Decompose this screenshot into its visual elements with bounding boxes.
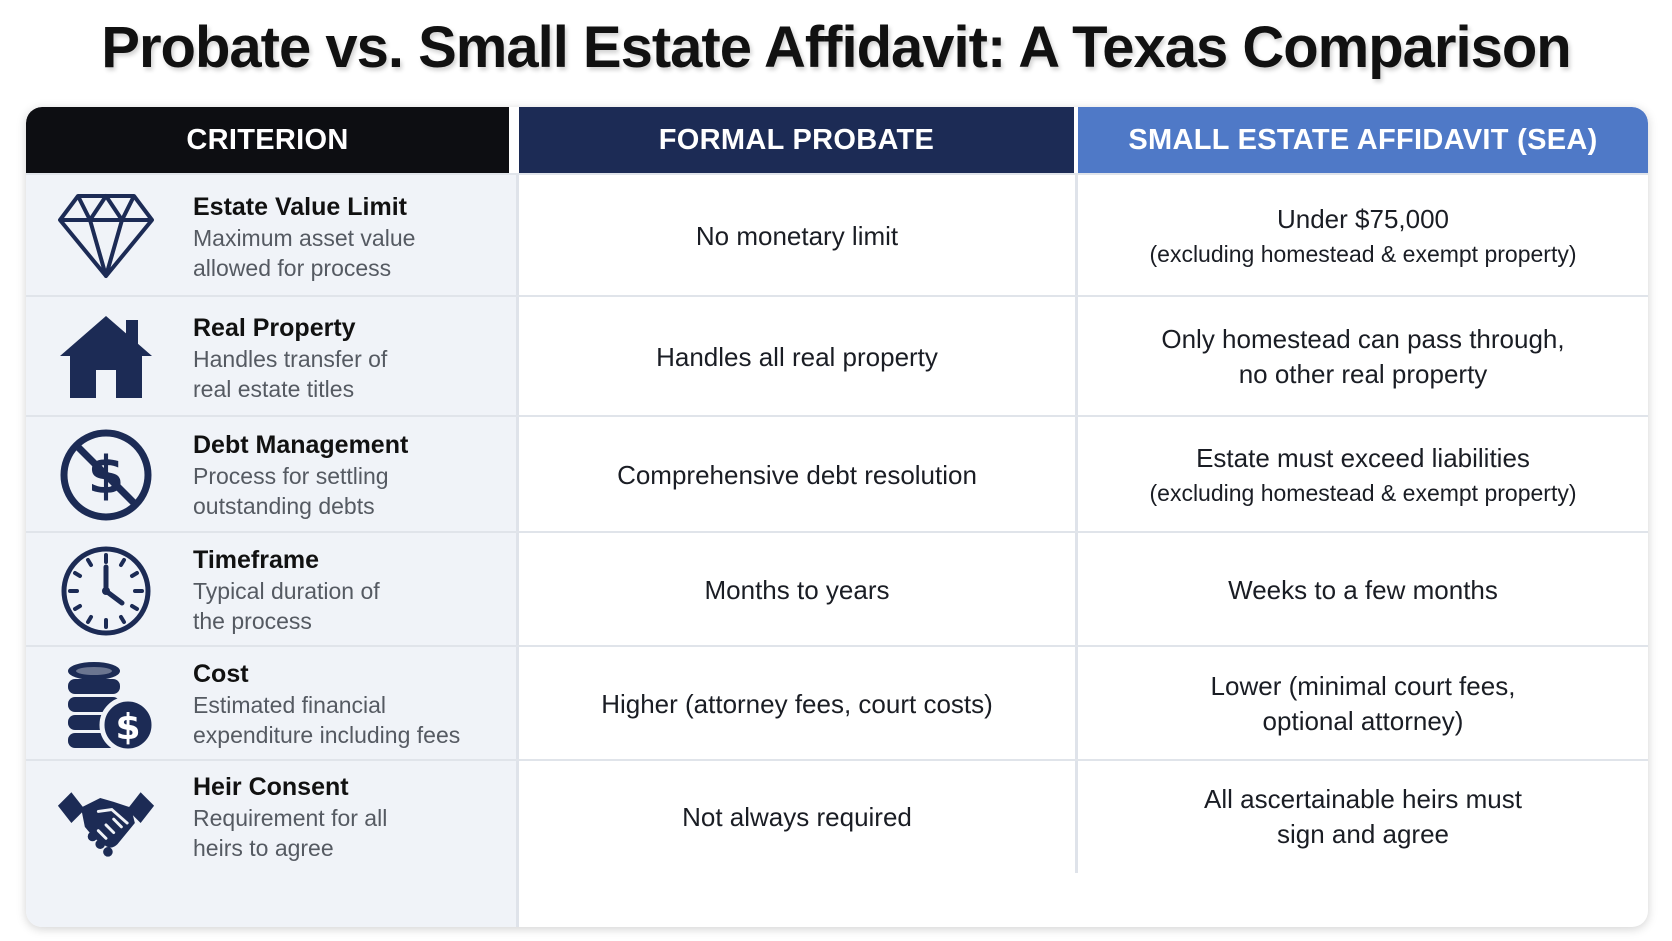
criterion-description: heirs to agree: [193, 835, 334, 861]
probate-cell: Not always required: [519, 761, 1078, 873]
sea-value: All ascertainable heirs must: [1204, 784, 1522, 814]
sea-cell: Only homestead can pass through, no othe…: [1078, 297, 1648, 417]
page-title: Probate vs. Small Estate Affidavit: A Te…: [101, 15, 1571, 80]
sea-cell: Weeks to a few months: [1078, 533, 1648, 647]
diamond-icon: [56, 186, 156, 286]
criterion-cell: Timeframe Typical duration of the proces…: [26, 533, 519, 647]
criterion-description: Estimated financial: [193, 692, 387, 718]
criterion-title: Cost: [193, 660, 249, 688]
criterion-description: Maximum asset value: [193, 225, 416, 251]
table-row-estate-value-limit: Estate Value Limit Maximum asset value a…: [26, 173, 1648, 297]
criterion-description: outstanding debts: [193, 493, 375, 519]
criterion-cell: Real Property Handles transfer of real e…: [26, 297, 519, 417]
table-row-real-property: Real Property Handles transfer of real e…: [26, 295, 1648, 417]
sea-value: sign and agree: [1276, 819, 1450, 849]
probate-cell: Comprehensive debt resolution: [519, 417, 1078, 533]
sea-value: Under $75,000: [1276, 203, 1450, 234]
probate-cell: No monetary limit: [519, 175, 1078, 297]
criterion-title: Estate Value Limit: [193, 193, 407, 221]
sea-value: Weeks to a few months: [1228, 574, 1498, 605]
table-row-timeframe: Timeframe Typical duration of the proces…: [26, 531, 1648, 647]
house-icon: [56, 307, 156, 407]
criterion-cell: Heir Consent Requirement for all heirs t…: [26, 761, 519, 927]
criterion-description: Process for settling: [193, 463, 389, 489]
sea-cell: All ascertainable heirs must sign and ag…: [1078, 761, 1648, 873]
criterion-description: Requirement for all: [193, 805, 388, 831]
criterion-title: Timeframe: [193, 546, 319, 574]
sea-note: (excluding homestead & exempt property): [1149, 240, 1577, 267]
sea-value: Lower (minimal court fees,: [1210, 671, 1516, 701]
probate-cell: Handles all real property: [519, 297, 1078, 417]
svg-text:$: $: [115, 707, 140, 748]
table-row-debt-management: $ Debt Management Process for settling o…: [26, 415, 1648, 533]
clock-icon: [56, 541, 156, 641]
criterion-title: Heir Consent: [193, 773, 349, 801]
criterion-title: Real Property: [193, 314, 356, 342]
criterion-cell: $ Debt Management Process for settling o…: [26, 417, 519, 533]
criterion-description: real estate titles: [193, 376, 355, 402]
coins-dollar-icon: $: [56, 655, 156, 755]
sea-value: Estate must exceed liabilities: [1196, 442, 1530, 473]
header-criterion: CRITERION: [26, 107, 509, 173]
header-small-estate-affidavit: SMALL ESTATE AFFIDAVIT (SEA): [1078, 107, 1648, 173]
table-row-cost: $ Cost Estimated financial expenditure i…: [26, 645, 1648, 761]
sea-cell: Under $75,000 (excluding homestead & exe…: [1078, 175, 1648, 297]
sea-value: optional attorney): [1262, 706, 1464, 736]
probate-cell: Higher (attorney fees, court costs): [519, 647, 1078, 761]
sea-value: Only homestead can pass through,: [1161, 324, 1565, 354]
sea-value: no other real property: [1238, 359, 1488, 389]
criterion-cell: $ Cost Estimated financial expenditure i…: [26, 647, 519, 761]
criterion-description: the process: [193, 608, 312, 634]
sea-cell: Estate must exceed liabilities (excludin…: [1078, 417, 1648, 533]
no-dollar-icon: $: [56, 425, 156, 525]
criterion-cell: Estate Value Limit Maximum asset value a…: [26, 175, 519, 297]
criterion-description: allowed for process: [193, 255, 392, 281]
header-formal-probate: FORMAL PROBATE: [519, 107, 1074, 173]
criterion-description: Typical duration of: [193, 578, 380, 604]
sea-cell: Lower (minimal court fees, optional atto…: [1078, 647, 1648, 761]
criterion-description: Handles transfer of: [193, 346, 388, 372]
criterion-description: expenditure including fees: [193, 722, 461, 748]
handshake-icon: [56, 773, 156, 873]
criterion-title: Debt Management: [193, 431, 409, 459]
comparison-table: CRITERION FORMAL PROBATE SMALL ESTATE AF…: [26, 107, 1648, 927]
sea-note: (excluding homestead & exempt property): [1149, 479, 1577, 506]
probate-cell: Months to years: [519, 533, 1078, 647]
table-row-heir-consent: Heir Consent Requirement for all heirs t…: [26, 759, 1648, 927]
